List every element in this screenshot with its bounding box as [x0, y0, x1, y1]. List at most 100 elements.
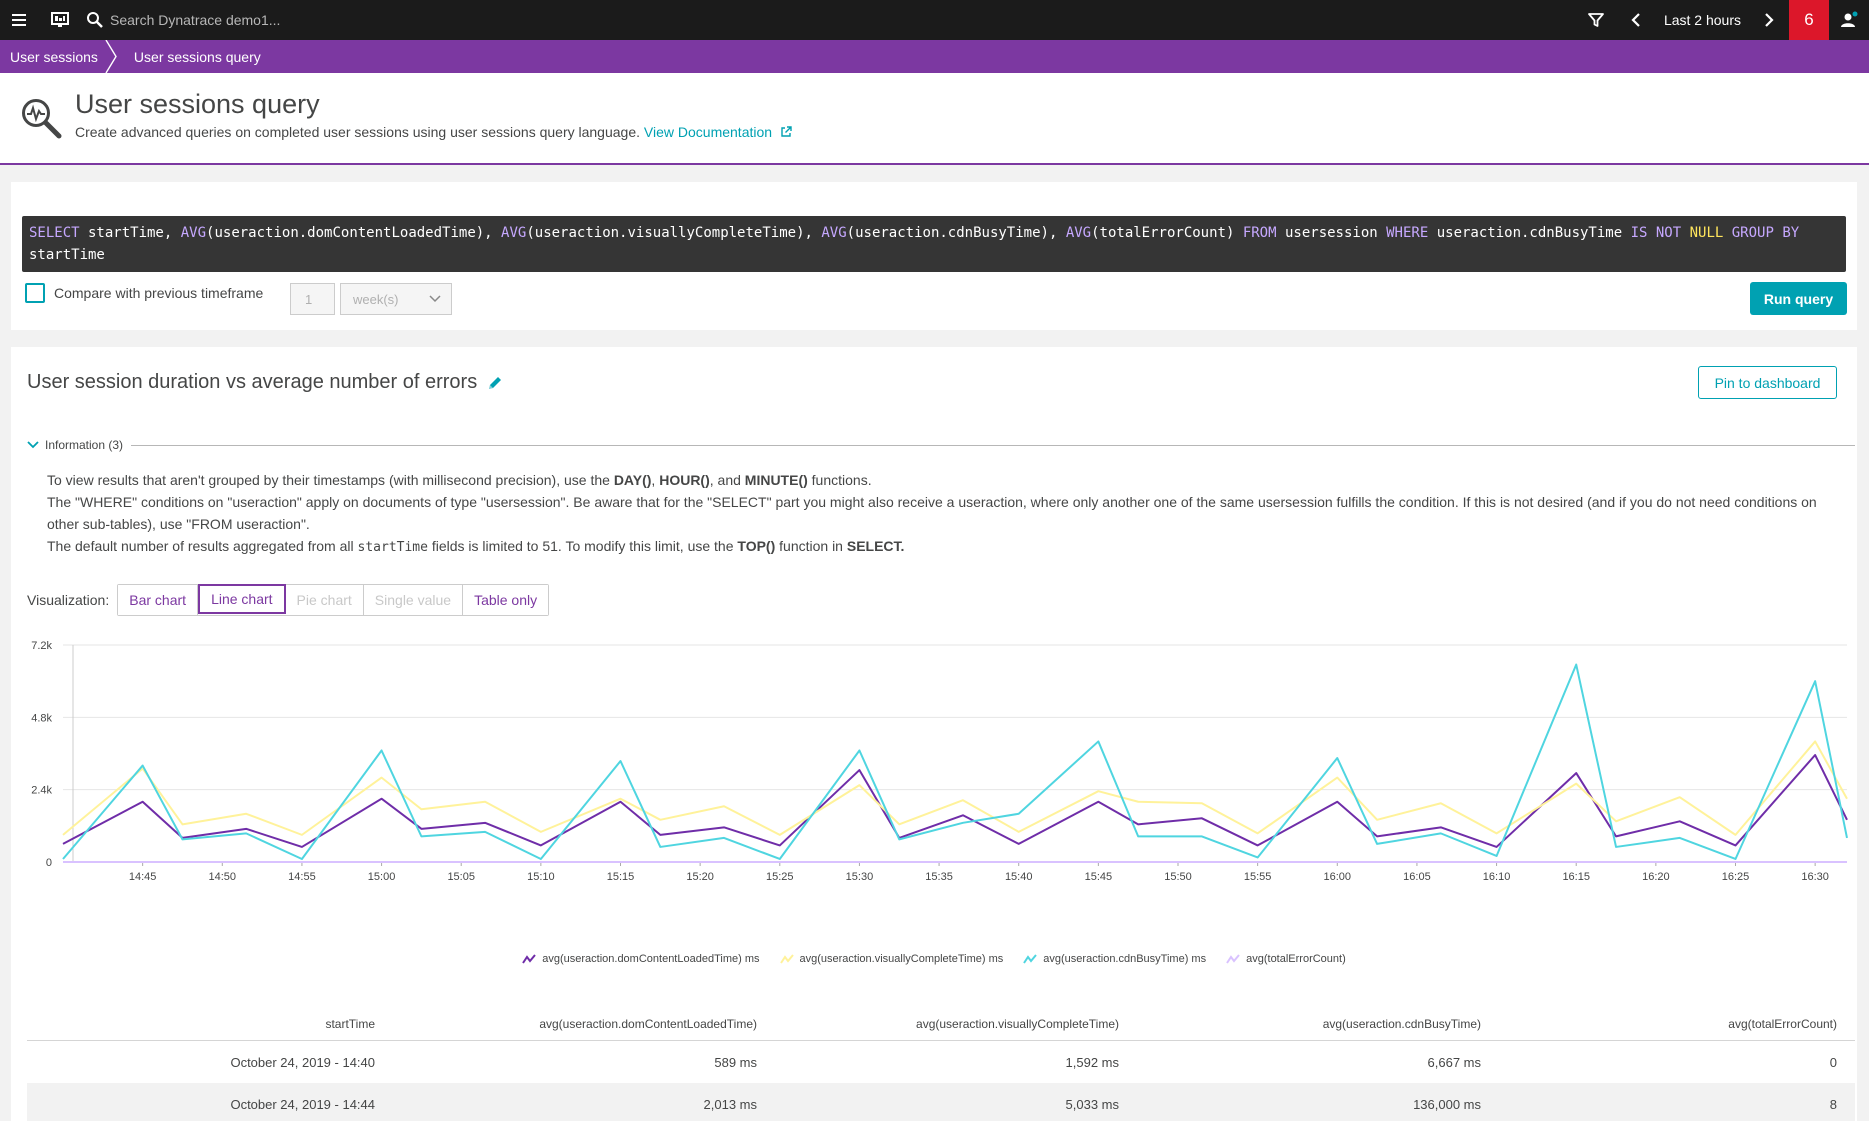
x-tick-label: 15:55 [1244, 871, 1272, 883]
breadcrumb-item-current: User sessions query [133, 48, 261, 65]
legend-line-icon [1226, 954, 1240, 964]
x-tick-label: 14:50 [209, 871, 237, 883]
query-text: useraction.cdnBusyTime [1428, 225, 1631, 241]
chevron-down-icon [429, 295, 441, 303]
x-tick-label: 14:55 [288, 871, 316, 883]
timeframe-next-icon[interactable] [1749, 0, 1789, 40]
filter-icon[interactable] [1576, 0, 1616, 40]
search-input[interactable] [110, 12, 510, 28]
column-header[interactable]: avg(useraction.domContentLoadedTime) [539, 1016, 757, 1031]
x-tick-label: 16:15 [1562, 871, 1590, 883]
x-tick-label: 15:15 [607, 871, 635, 883]
x-tick-label: 16:00 [1324, 871, 1352, 883]
run-query-button[interactable]: Run query [1750, 282, 1847, 315]
table-cell: 589 ms [714, 1054, 757, 1070]
table-cell: 6,667 ms [1427, 1054, 1481, 1070]
query-search-icon [22, 99, 62, 139]
query-keyword: GROUP BY [1731, 225, 1800, 241]
breadcrumb-item-user-sessions[interactable]: User sessions [0, 40, 117, 73]
view-documentation-link[interactable]: View Documentation [644, 124, 792, 140]
y-tick-label: 2.4k [31, 785, 52, 797]
query-keyword: SELECT [29, 225, 80, 241]
column-header[interactable]: avg(useraction.visuallyCompleteTime) [916, 1016, 1119, 1031]
query-keyword: AVG [821, 225, 847, 241]
legend-label: avg(totalErrorCount) [1246, 953, 1346, 965]
y-tick-label: 7.2k [31, 640, 52, 652]
column-header[interactable]: startTime [325, 1016, 375, 1031]
table-cell: 1,592 ms [1065, 1054, 1119, 1070]
info-text-segment: The default number of results aggregated… [47, 538, 358, 554]
timeframe-selector[interactable]: Last 2 hours [1663, 12, 1741, 28]
info-line: The default number of results aggregated… [47, 535, 1847, 559]
query-keyword: FROM [1242, 225, 1277, 241]
info-text-segment: To view results that aren't grouped by t… [47, 472, 614, 488]
compare-label: Compare with previous timeframe [54, 285, 264, 301]
legend-item[interactable]: avg(useraction.visuallyCompleteTime) ms [779, 953, 1004, 965]
divider [131, 444, 1855, 446]
problems-badge[interactable]: 6 [1789, 0, 1829, 40]
table-cell: October 24, 2019 - 14:40 [230, 1054, 375, 1070]
query-text: (useraction.cdnBusyTime), [846, 225, 1066, 241]
info-text-segment: function in [775, 538, 847, 554]
breadcrumb: User sessions User sessions query [0, 40, 1869, 73]
x-tick-label: 16:20 [1642, 871, 1670, 883]
info-text-segment: HOUR() [659, 472, 710, 488]
viz-option-bar-chart[interactable]: Bar chart [118, 585, 199, 615]
results-table: startTime avg(useraction.domContentLoaded… [27, 1007, 1855, 1121]
info-text-segment: startTime [357, 540, 428, 555]
query-editor[interactable]: SELECT startTime, AVG(useraction.domCont… [22, 216, 1846, 272]
query-text: startTime, [79, 225, 181, 241]
series-line-0 [62, 754, 1848, 848]
x-tick-label: 14:45 [129, 871, 157, 883]
column-header[interactable]: avg(useraction.cdnBusyTime) [1322, 1016, 1481, 1031]
query-text: (totalErrorCount) [1091, 225, 1243, 241]
dashboard-icon[interactable] [40, 0, 80, 40]
user-icon[interactable] [1829, 0, 1869, 40]
search-bar[interactable] [80, 0, 1576, 40]
legend-label: avg(useraction.cdnBusyTime) ms [1043, 953, 1207, 965]
edit-pencil-icon[interactable] [487, 375, 503, 391]
legend-item[interactable]: avg(useraction.domContentLoadedTime) ms [522, 953, 760, 965]
external-link-icon [781, 126, 792, 137]
viz-option-line-chart[interactable]: Line chart [198, 584, 286, 614]
x-tick-label: 15:35 [925, 871, 953, 883]
query-keyword: AVG [180, 225, 207, 241]
info-text-segment: functions. [807, 472, 872, 488]
table-row: October 24, 2019 - 14:40 589 ms 1,592 ms 6,… [27, 1041, 1855, 1083]
query-text: (useraction.domContentLoadedTime), [206, 225, 502, 241]
query-text: startTime [29, 247, 105, 263]
viz-option-single-value: Single value [363, 585, 464, 615]
legend-line-icon [522, 954, 537, 964]
information-toggle[interactable]: Information (3) [27, 438, 1855, 452]
menu-icon[interactable] [0, 0, 40, 40]
line-chart: 0 2.4k 4.8k 7.2k 14:45 14:50 14:55 15:00 15:05 15… [31, 640, 1848, 883]
x-tick-label: 15:45 [1085, 871, 1113, 883]
compare-amount-input[interactable]: 1 [290, 283, 335, 315]
compare-unit-select[interactable]: week(s) [340, 283, 452, 315]
viz-option-table-only[interactable]: Table only [463, 585, 549, 615]
viz-option-pie-chart: Pie chart [285, 585, 364, 615]
info-text-segment: TOP() [737, 538, 776, 554]
legend-label: avg(useraction.visuallyCompleteTime) ms [799, 953, 1004, 965]
visualization-selector: Visualization: Bar chart Line chart Pie ch… [27, 584, 550, 616]
search-icon [80, 0, 110, 40]
x-tick-label: 15:00 [368, 871, 396, 883]
legend-label: avg(useraction.domContentLoadedTime) ms [542, 953, 760, 965]
query-keyword: IS NOT [1630, 225, 1682, 241]
timeframe-prev-icon[interactable] [1616, 0, 1656, 40]
breadcrumb-separator-icon [105, 40, 117, 73]
info-text-segment: MINUTE() [744, 472, 808, 488]
compare-checkbox[interactable] [25, 283, 45, 303]
top-navigation-bar: Last 2 hours 6 [0, 0, 1869, 40]
query-text: usersession [1276, 225, 1387, 241]
table-row: October 24, 2019 - 14:44 2,013 ms 5,033 ms… [27, 1083, 1855, 1121]
information-text: To view results that aren't grouped by t… [47, 469, 1847, 559]
pin-to-dashboard-button[interactable]: Pin to dashboard [1698, 366, 1837, 399]
chevron-down-icon [27, 441, 39, 449]
x-tick-label: 15:30 [846, 871, 874, 883]
series-line-2 [62, 663, 1848, 860]
column-header[interactable]: avg(totalErrorCount) [1728, 1016, 1837, 1031]
legend-item[interactable]: avg(totalErrorCount) [1226, 953, 1346, 965]
table-cell: 0 [1829, 1054, 1837, 1070]
legend-item[interactable]: avg(useraction.cdnBusyTime) ms [1023, 953, 1206, 965]
